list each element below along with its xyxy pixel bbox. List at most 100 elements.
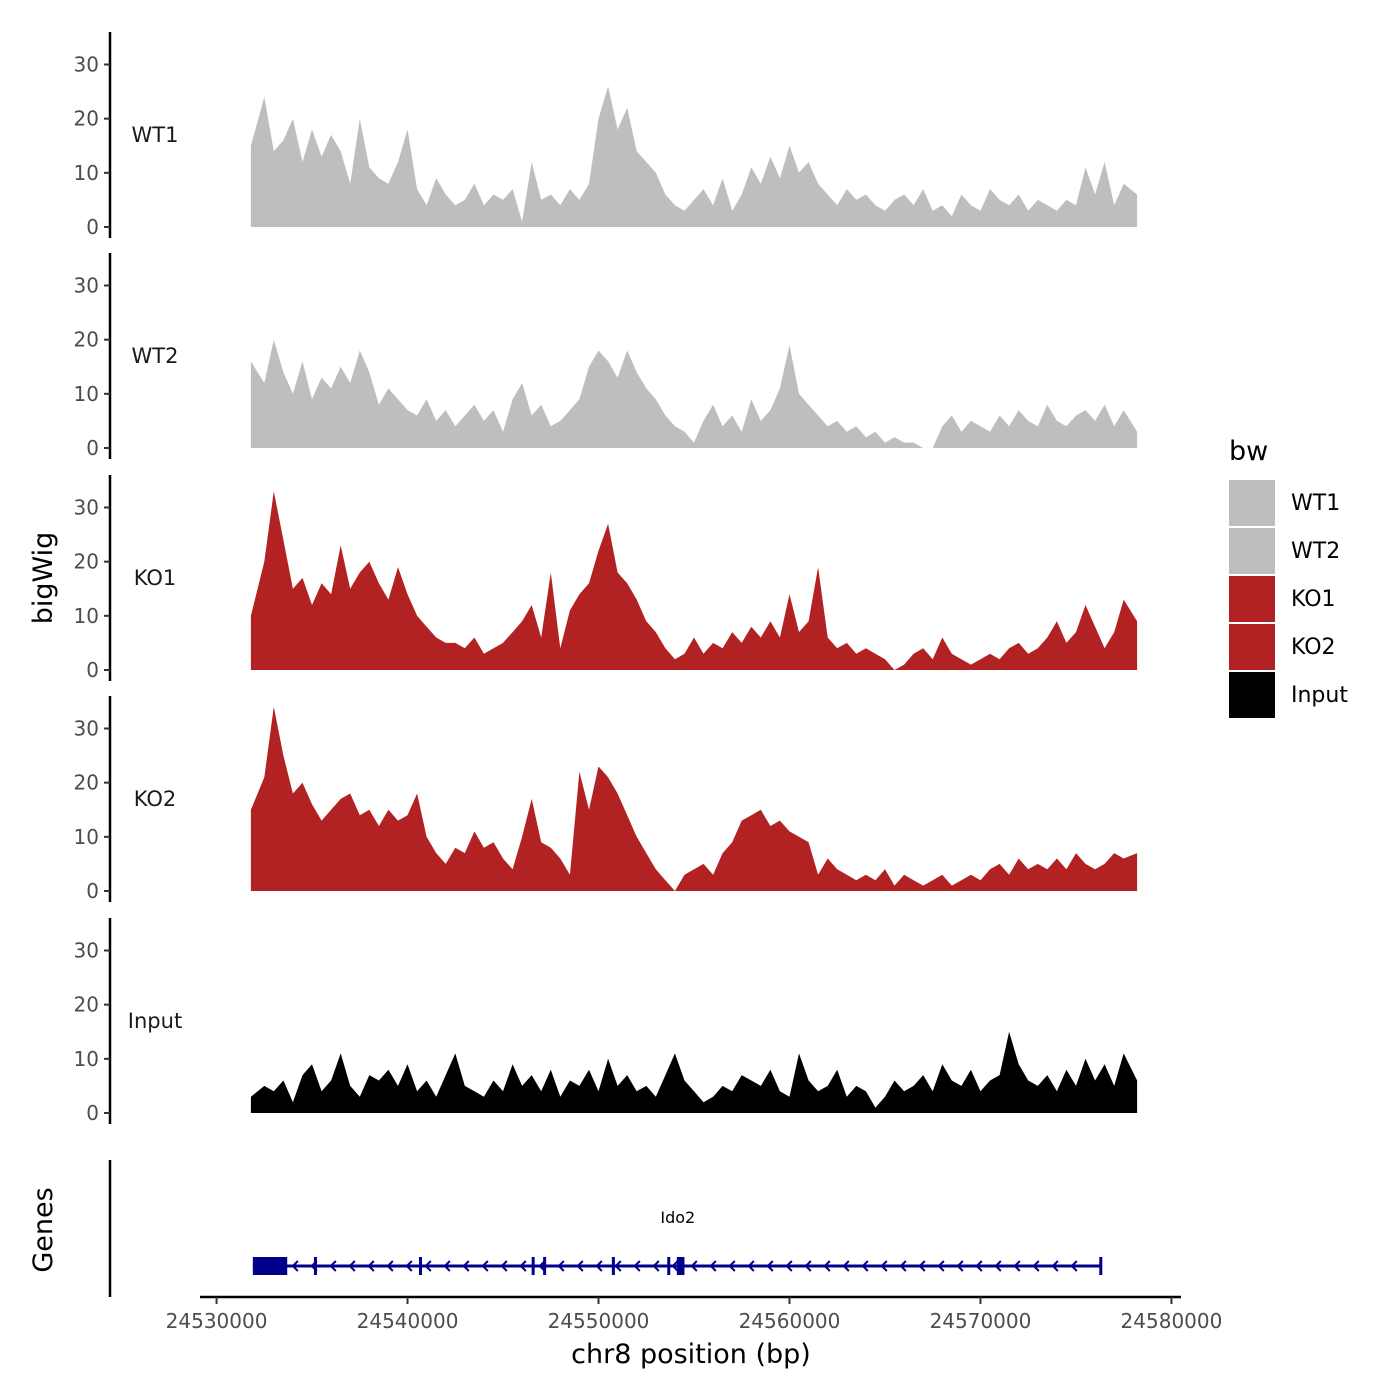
gene-exon bbox=[531, 1257, 535, 1275]
strand-arrow bbox=[443, 1260, 451, 1272]
strand-arrow bbox=[557, 1260, 565, 1272]
y-tick-label: 0 bbox=[86, 436, 99, 460]
strand-arrow bbox=[747, 1260, 755, 1272]
y-tick-label: 10 bbox=[74, 825, 99, 849]
strand-arrow bbox=[1032, 1260, 1040, 1272]
legend-swatch bbox=[1229, 528, 1275, 574]
legend-title: bw bbox=[1229, 436, 1268, 467]
strand-arrow bbox=[500, 1260, 508, 1272]
y-tick-label: 20 bbox=[74, 328, 99, 352]
gene-exon bbox=[418, 1257, 422, 1275]
track-WT2: 0 10 20 30 WT2 bbox=[74, 253, 1138, 460]
legend-item-KO1: KO1 bbox=[1229, 576, 1336, 622]
strand-arrow bbox=[633, 1260, 641, 1272]
y-tick-label: 30 bbox=[74, 496, 99, 520]
x-tick-label: 24540000 bbox=[357, 1309, 459, 1333]
strand-arrow bbox=[785, 1260, 793, 1272]
y-tick-label: 0 bbox=[86, 658, 99, 682]
strand-arrow bbox=[386, 1260, 394, 1272]
strand-arrow bbox=[462, 1260, 470, 1272]
y-tick-label: 0 bbox=[86, 879, 99, 903]
legend-label: WT1 bbox=[1291, 491, 1340, 516]
gene-exon bbox=[313, 1257, 317, 1275]
y-tick-label: 10 bbox=[74, 382, 99, 406]
gene-exon bbox=[252, 1257, 288, 1275]
area-WT2 bbox=[250, 339, 1138, 448]
legend-label: Input bbox=[1291, 683, 1348, 708]
strand-arrow bbox=[576, 1260, 584, 1272]
strand-arrow bbox=[329, 1260, 337, 1272]
strand-arrow bbox=[652, 1260, 660, 1272]
x-tick-label: 24580000 bbox=[1121, 1309, 1223, 1333]
area-KO2 bbox=[250, 706, 1138, 891]
legend-item-Input: Input bbox=[1229, 672, 1348, 718]
strand-arrow bbox=[367, 1260, 375, 1272]
x-tick-label: 24550000 bbox=[548, 1309, 650, 1333]
area-Input bbox=[250, 1031, 1138, 1113]
strand-arrow bbox=[348, 1260, 356, 1272]
legend: bw WT1 WT2 KO1 KO2 Input bbox=[1229, 436, 1348, 718]
legend-item-WT2: WT2 bbox=[1229, 528, 1340, 574]
legend-swatch bbox=[1229, 672, 1275, 718]
strand-arrow bbox=[994, 1260, 1002, 1272]
strand-arrow bbox=[975, 1260, 983, 1272]
strand-arrow bbox=[823, 1260, 831, 1272]
legend-swatch bbox=[1229, 576, 1275, 622]
strand-arrow bbox=[842, 1260, 850, 1272]
strand-arrow bbox=[595, 1260, 603, 1272]
area-KO1 bbox=[250, 491, 1138, 670]
strand-arrow bbox=[671, 1260, 679, 1272]
gene-exon bbox=[611, 1257, 615, 1275]
gene-exon bbox=[667, 1257, 671, 1275]
x-axis-title: chr8 position (bp) bbox=[571, 1339, 811, 1370]
legend-swatch bbox=[1229, 480, 1275, 526]
legend-label: KO1 bbox=[1291, 587, 1336, 612]
track-label: KO1 bbox=[134, 566, 177, 590]
legend-item-WT1: WT1 bbox=[1229, 480, 1340, 526]
y-tick-label: 30 bbox=[74, 53, 99, 77]
strand-arrow bbox=[918, 1260, 926, 1272]
y-tick-label: 30 bbox=[74, 274, 99, 298]
strand-arrow bbox=[1070, 1260, 1078, 1272]
track-Input: 0 10 20 30 Input bbox=[74, 918, 1138, 1125]
strand-arrow bbox=[709, 1260, 717, 1272]
strand-arrow bbox=[424, 1260, 432, 1272]
signal-tracks: 0 10 20 30 WT1 0 10 20 30 WT2 0 10 20 30 KO1 0 10 20 30 KO2… bbox=[74, 32, 1138, 1125]
y-tick-label: 10 bbox=[74, 1047, 99, 1071]
track-label: WT1 bbox=[132, 123, 179, 147]
track-label: KO2 bbox=[134, 787, 177, 811]
y-tick-label: 10 bbox=[74, 604, 99, 628]
track-label: WT2 bbox=[132, 344, 179, 368]
strand-arrow bbox=[861, 1260, 869, 1272]
strand-arrow bbox=[519, 1260, 527, 1272]
strand-arrow bbox=[481, 1260, 489, 1272]
track-KO2: 0 10 20 30 KO2 bbox=[74, 696, 1138, 903]
strand-arrow bbox=[614, 1260, 622, 1272]
area-WT1 bbox=[250, 86, 1138, 227]
y-tick-label: 20 bbox=[74, 550, 99, 574]
y-tick-label: 20 bbox=[74, 771, 99, 795]
strand-arrow bbox=[1051, 1260, 1059, 1272]
gene-track: Ido2 bbox=[108, 1160, 1103, 1297]
y-tick-label: 20 bbox=[74, 107, 99, 131]
track-KO1: 0 10 20 30 KO1 bbox=[74, 475, 1138, 682]
strand-arrow bbox=[728, 1260, 736, 1272]
x-axis: 24530000 24540000 24550000 24560000 24570000… bbox=[166, 1295, 1223, 1333]
gene-exon bbox=[676, 1257, 685, 1275]
strand-arrow bbox=[405, 1260, 413, 1272]
gene-name-label: Ido2 bbox=[660, 1208, 695, 1227]
x-tick-label: 24560000 bbox=[739, 1309, 841, 1333]
legend-swatch bbox=[1229, 624, 1275, 670]
legend-label: WT2 bbox=[1291, 539, 1340, 564]
genes-axis-title: Genes bbox=[28, 1187, 59, 1272]
gene-exon bbox=[543, 1257, 547, 1275]
y-axis-title: bigWig bbox=[28, 532, 59, 625]
y-tick-label: 0 bbox=[86, 215, 99, 239]
track-WT1: 0 10 20 30 WT1 bbox=[74, 32, 1138, 239]
x-tick-label: 24530000 bbox=[166, 1309, 268, 1333]
strand-arrow bbox=[899, 1260, 907, 1272]
strand-arrow bbox=[937, 1260, 945, 1272]
y-tick-label: 30 bbox=[74, 939, 99, 963]
y-tick-label: 10 bbox=[74, 161, 99, 185]
